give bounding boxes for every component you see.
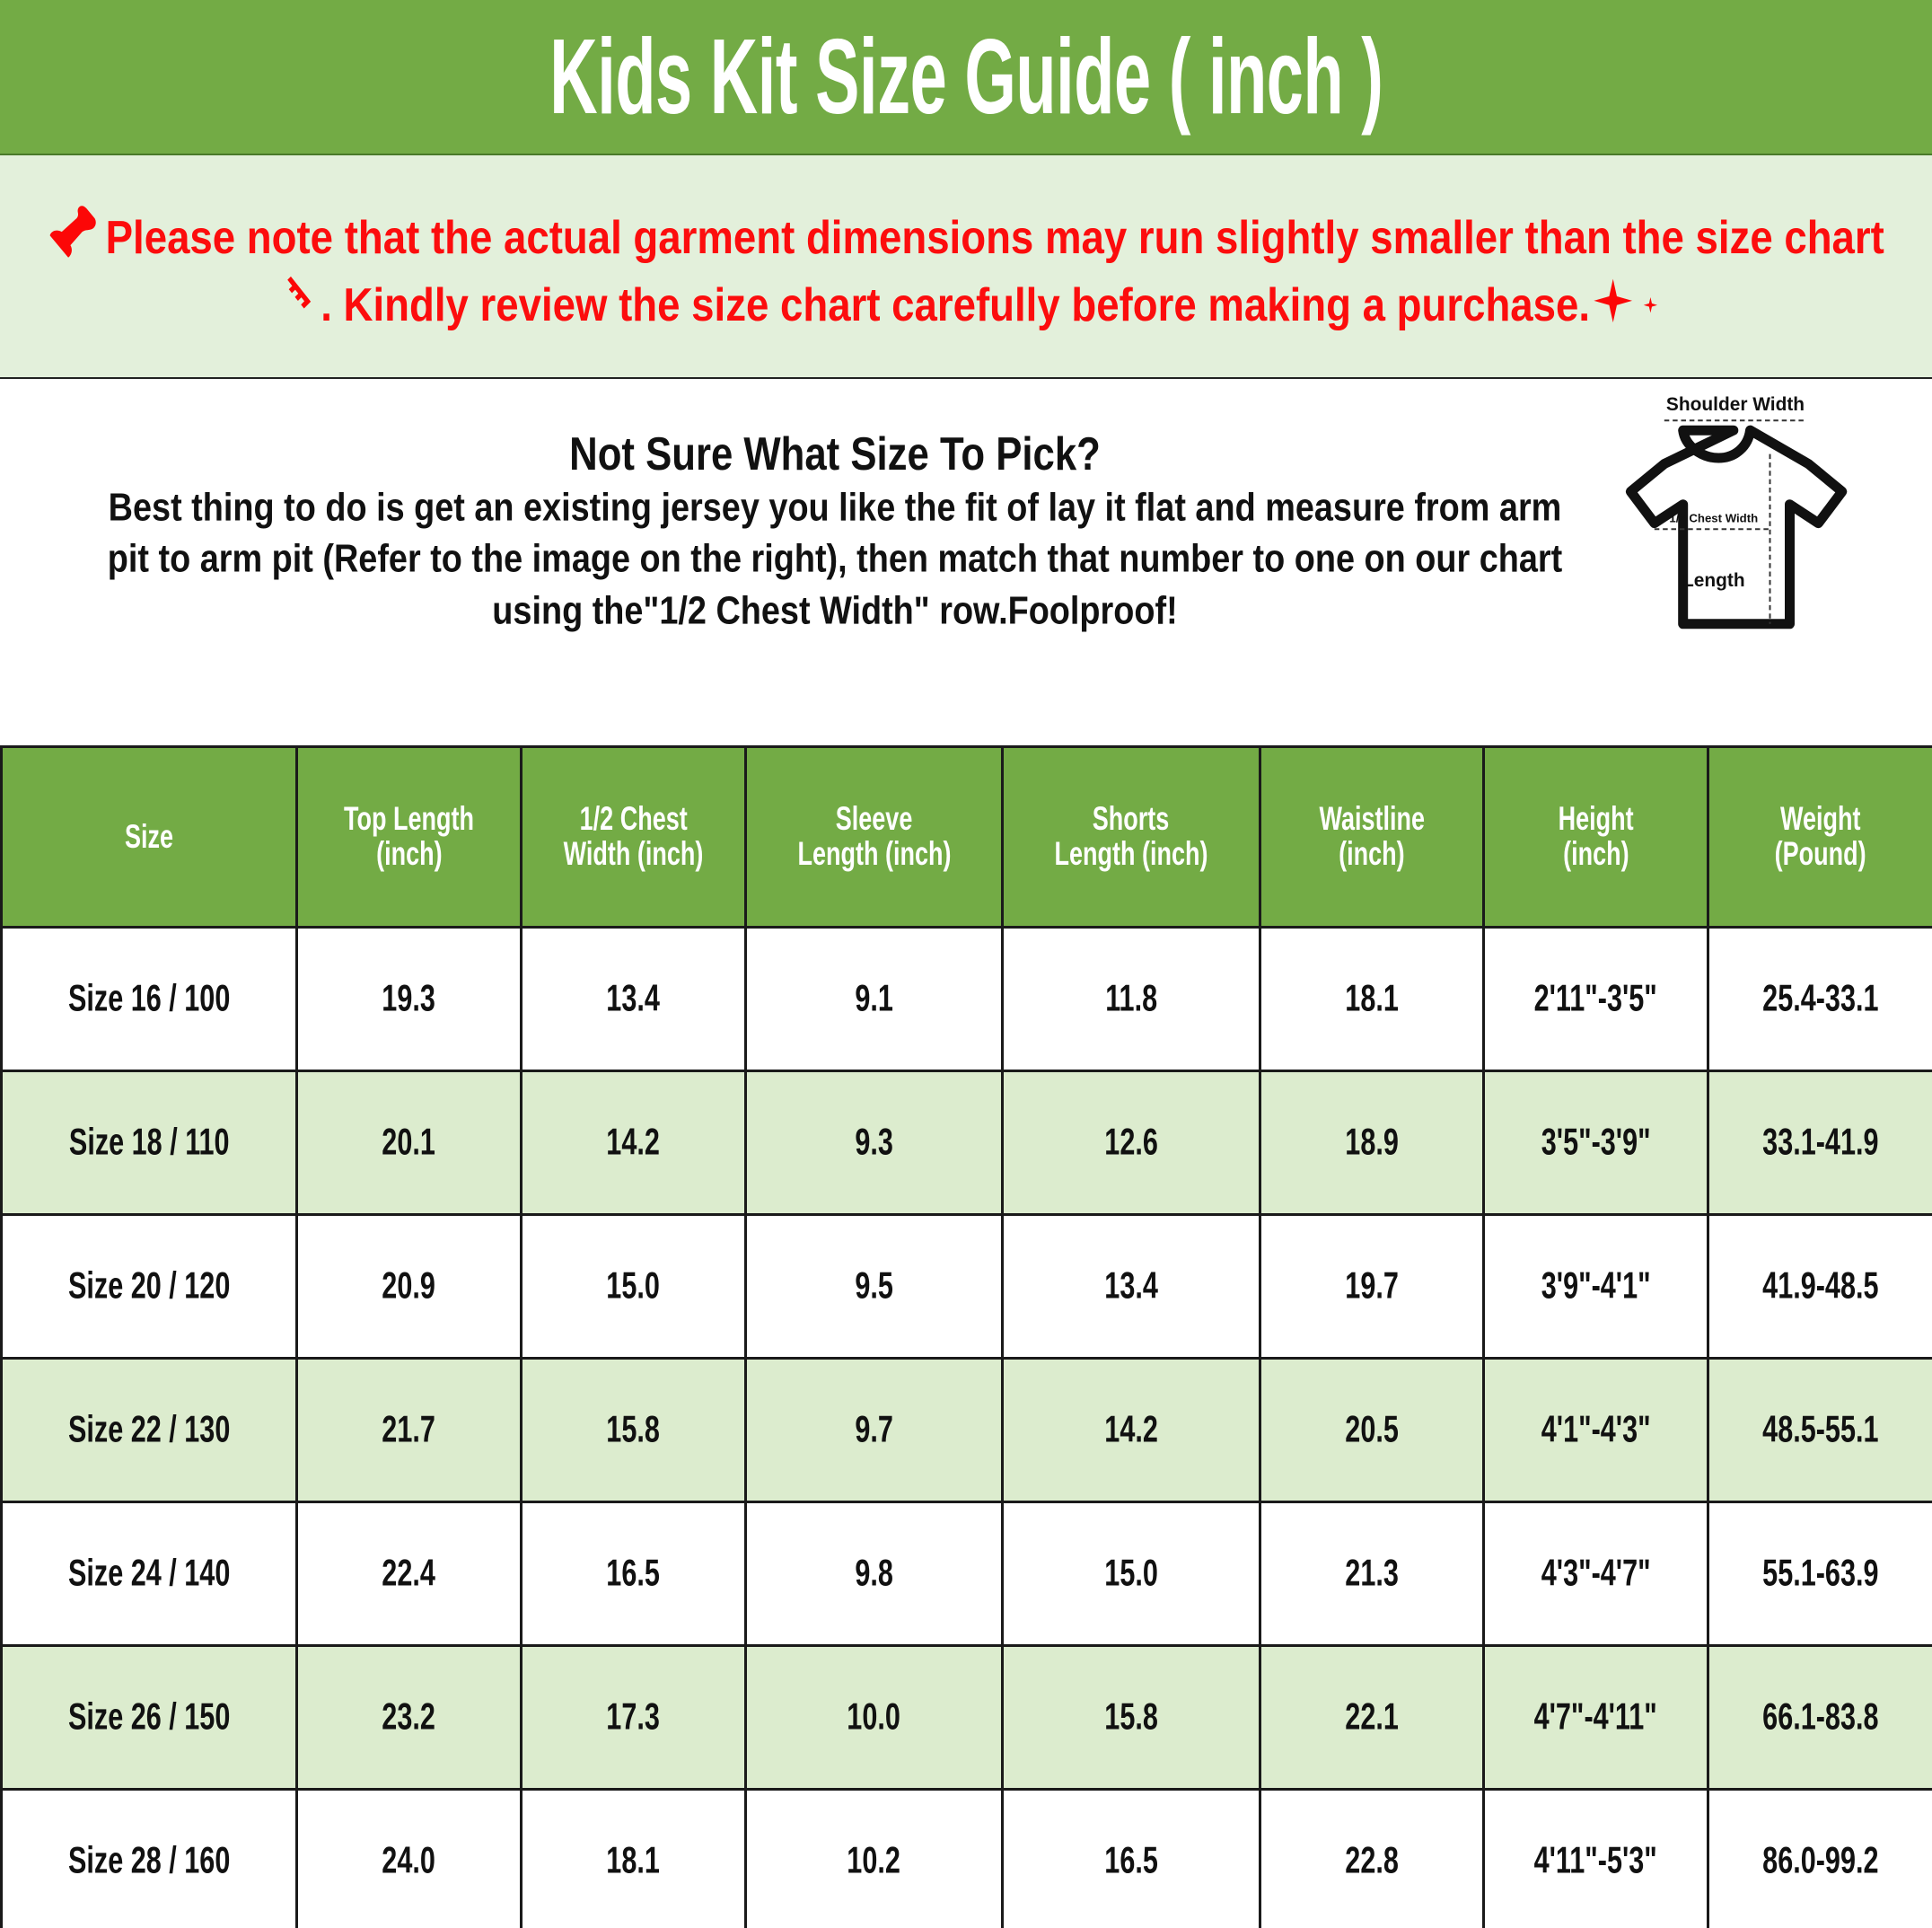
svg-text:1/2 Chest Width: 1/2 Chest Width [1669, 512, 1758, 525]
svg-text:Length: Length [1682, 570, 1745, 591]
svg-text:Shoulder Width: Shoulder Width [1666, 394, 1805, 415]
